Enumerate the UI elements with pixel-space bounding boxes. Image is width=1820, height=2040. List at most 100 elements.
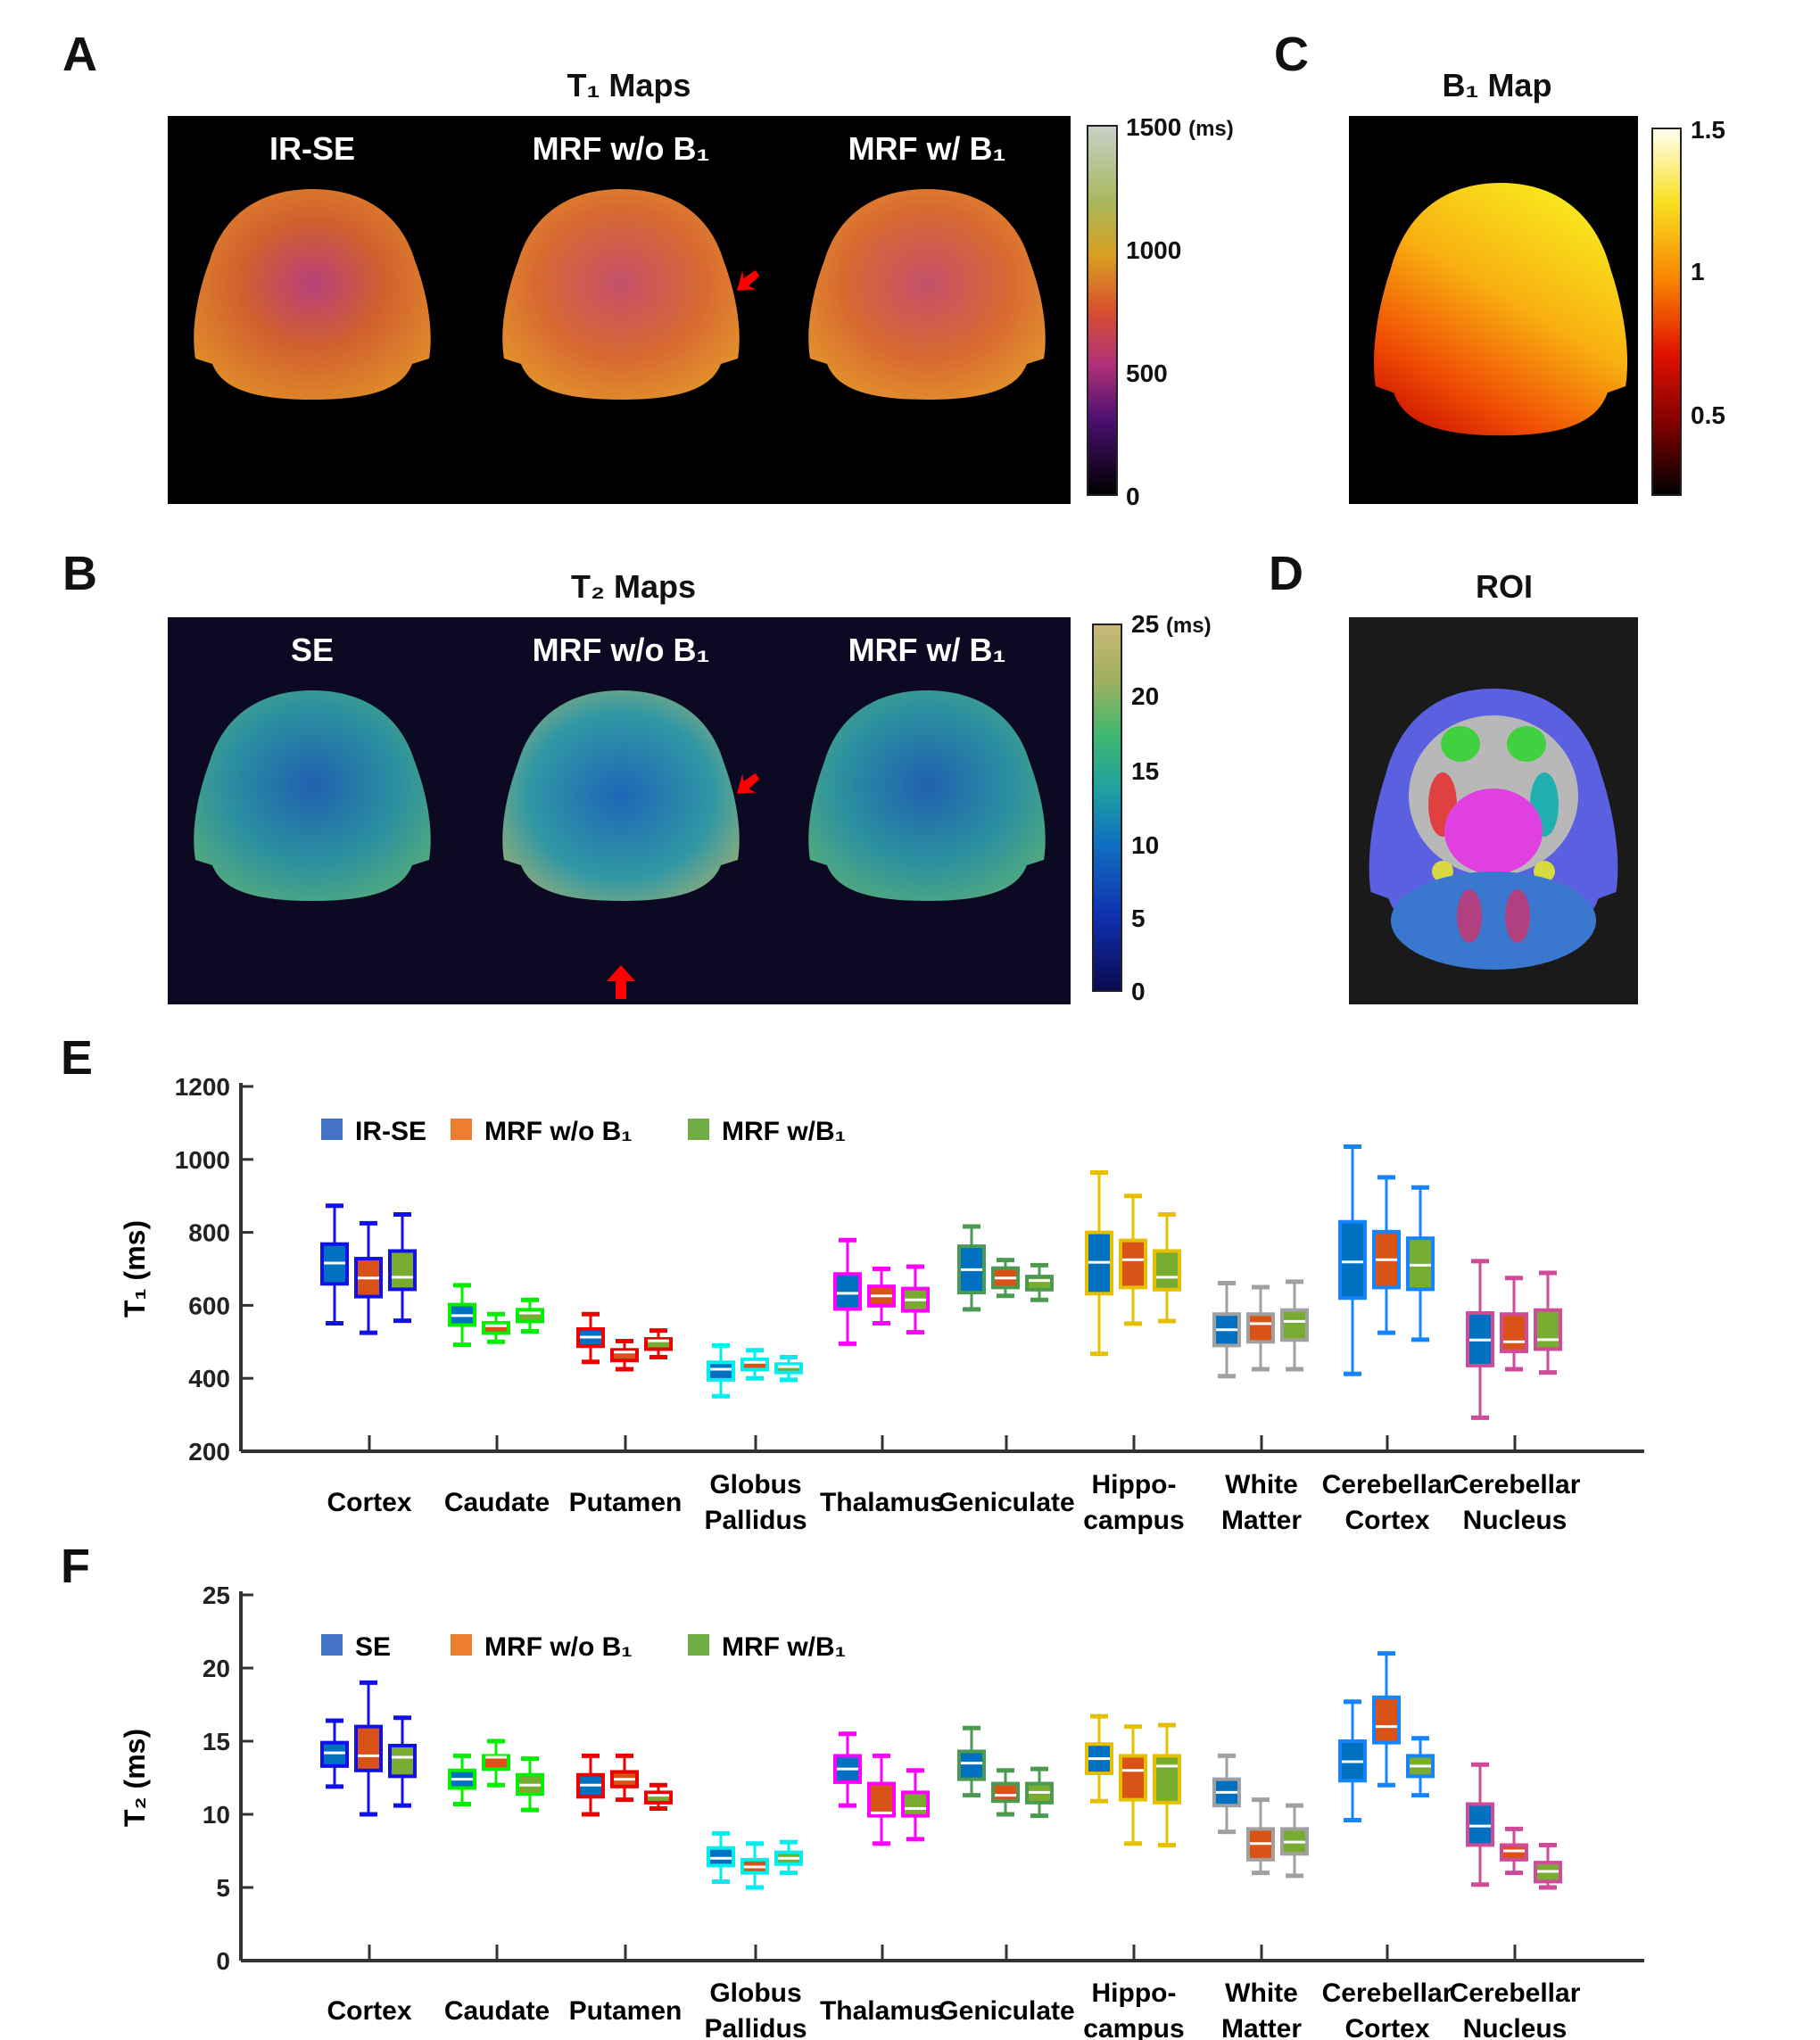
box-iqr — [1153, 1754, 1181, 1805]
x-tick-label: Thalamus — [820, 1996, 945, 2026]
box-iqr — [1500, 1312, 1528, 1353]
box-iqr — [1119, 1754, 1147, 1802]
b1-map-image — [1349, 116, 1638, 504]
box-iqr — [1338, 1219, 1367, 1301]
y-tick-label: 600 — [188, 1292, 230, 1319]
legend-swatch-2 — [688, 1634, 709, 1656]
x-tick-label: Putamen — [569, 1488, 682, 1517]
x-tick-label: Cortex — [1344, 2014, 1429, 2040]
b1-colorbar-label-0-5: 0.5 — [1691, 401, 1725, 429]
box-iqr — [516, 1308, 544, 1324]
x-tick-label: Caudate — [444, 1996, 550, 2026]
t2-brain-mrf-w-b1 — [808, 690, 1046, 901]
t2-maps-title: T₂ Maps — [570, 568, 697, 605]
y-tick-label: 10 — [203, 1801, 230, 1829]
x-tick-label: Geniculate — [938, 1996, 1074, 2026]
box-iqr — [388, 1249, 417, 1292]
t1-maps-title: T₁ Maps — [567, 67, 691, 103]
legend-swatch-1 — [451, 1634, 472, 1656]
legend-swatch-0 — [321, 1119, 343, 1140]
t1-colorbar-label-0: 0 — [1126, 483, 1140, 510]
panel-label-c: C — [1274, 28, 1309, 81]
roi-caudate-left — [1441, 726, 1480, 762]
box-iqr — [610, 1348, 639, 1363]
box-iqr — [957, 1749, 986, 1781]
roi-image — [1349, 617, 1638, 1004]
t2-map-label-se: SE — [290, 632, 335, 668]
box-iqr — [482, 1321, 510, 1335]
roi-thalamus — [1444, 789, 1543, 874]
b1-map-title: B₁ Map — [1442, 67, 1552, 103]
x-tick-label: Matter — [1221, 1506, 1302, 1535]
y-tick-label: 400 — [188, 1365, 230, 1392]
t2-colorbar — [1092, 624, 1122, 992]
t2-colorbar-label-25: 25 (ms) — [1131, 610, 1212, 639]
t1-map-label-mrf-w-b1: MRF w/ B₁ — [848, 130, 1006, 167]
t2-colorbar-label-10: 10 — [1131, 831, 1160, 859]
panel-label-b: B — [62, 547, 97, 600]
box-iqr — [1406, 1236, 1435, 1292]
t2-maps-image: SE MRF w/o B₁ MRF w/ B₁ — [168, 617, 1071, 1004]
box-iqr — [1153, 1249, 1181, 1292]
box-iqr — [320, 1740, 349, 1768]
t2-cb-unit: (ms) — [1165, 614, 1212, 638]
box-iqr — [1500, 1843, 1528, 1862]
t2-map-label-mrf-wo-b1: MRF w/o B₁ — [532, 632, 710, 668]
t1-cb-1500: 1500 — [1126, 113, 1182, 141]
box-iqr — [707, 1846, 735, 1868]
t1-maps-image: IR-SE MRF w/o B₁ MRF w/ B₁ — [168, 116, 1071, 504]
y-axis-label: T₁ (ms) — [119, 1220, 151, 1317]
y-tick-label: 1200 — [175, 1073, 230, 1101]
t2-brain-se — [194, 690, 431, 901]
t2-colorbar-label-20: 20 — [1131, 682, 1160, 710]
x-tick-label: Cerebellar — [1450, 1470, 1581, 1499]
x-tick-label: Geniculate — [938, 1488, 1074, 1517]
legend-swatch-0 — [321, 1634, 343, 1656]
x-tick-label: Pallidus — [704, 1506, 807, 1535]
red-arrow-icon — [737, 269, 760, 291]
x-tick-label: White — [1225, 1978, 1298, 2008]
box-iqr — [388, 1743, 417, 1779]
t1-map-label-mrf-wo-b1: MRF w/o B₁ — [532, 130, 710, 167]
box-iqr — [1119, 1238, 1147, 1290]
y-tick-label: 15 — [203, 1728, 230, 1755]
t1-colorbar — [1087, 125, 1118, 496]
box-iqr — [1280, 1308, 1309, 1342]
box-iqr — [644, 1790, 673, 1805]
x-tick-label: campus — [1083, 1506, 1184, 1535]
x-tick-label: Cortex — [327, 1488, 411, 1517]
t2-colorbar-label-0: 0 — [1131, 978, 1146, 1005]
x-tick-label: Pallidus — [704, 2014, 807, 2040]
box-iqr — [867, 1781, 896, 1818]
roi-caudate-right — [1507, 726, 1546, 762]
legend-label: IR-SE — [355, 1117, 426, 1146]
y-axis-label: T₂ (ms) — [119, 1729, 151, 1827]
t1-map-label-irse: IR-SE — [269, 130, 356, 167]
y-tick-label: 200 — [188, 1438, 230, 1466]
t1-colorbar-label-500: 500 — [1126, 359, 1168, 387]
t2-boxplot-chart: 0 5 10 15 20 25 T₂ (ms) SE MRF w/o B₁ MRF w/B₁ Cor… — [119, 1582, 1644, 2040]
x-tick-label: Globus — [709, 1470, 801, 1499]
panel-label-f: F — [61, 1540, 90, 1593]
panel-label-d: D — [1269, 547, 1303, 600]
b1-colorbar — [1651, 128, 1682, 496]
x-tick-label: Caudate — [444, 1488, 550, 1517]
b1-brain — [1373, 183, 1628, 436]
x-tick-label: Globus — [709, 1978, 801, 2008]
t1-brain-irse — [194, 189, 431, 400]
red-arrow-up-icon — [607, 965, 635, 999]
box-iqr — [1466, 1802, 1494, 1847]
legend-swatch-2 — [688, 1119, 709, 1140]
box-iqr — [1246, 1312, 1275, 1344]
box-iqr — [707, 1360, 735, 1382]
x-tick-label: campus — [1083, 2014, 1184, 2040]
box-iqr — [774, 1362, 803, 1375]
legend-label: MRF w/o B₁ — [484, 1117, 633, 1146]
t1-cb-unit: (ms) — [1188, 117, 1234, 141]
box-iqr — [833, 1272, 862, 1311]
roi-cerebellar-nucleus-right — [1505, 889, 1530, 943]
t1-colorbar-label-1000: 1000 — [1126, 236, 1182, 264]
b1-colorbar-label-1-5: 1.5 — [1691, 116, 1725, 144]
x-tick-label: Thalamus — [820, 1488, 945, 1517]
x-tick-label: Cerebellar — [1322, 1978, 1453, 2008]
